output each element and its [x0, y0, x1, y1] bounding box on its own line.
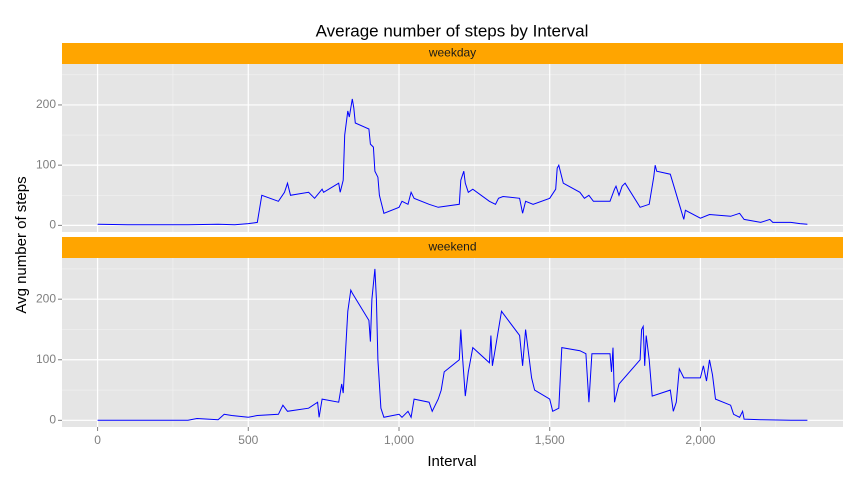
x-axis-label: Interval: [427, 453, 476, 470]
facet-label: weekend: [427, 240, 476, 254]
facet-label: weekday: [428, 46, 476, 60]
x-tick-label: 1,000: [384, 433, 414, 447]
facet-strip: [62, 237, 843, 258]
y-axis-label: Avg number of steps: [13, 176, 30, 313]
x-tick-label: 2,000: [685, 433, 715, 447]
y-tick-label: 100: [36, 157, 56, 171]
x-tick-label: 0: [94, 433, 101, 447]
chart-title: Average number of steps by Interval: [316, 21, 589, 40]
data-line: [97, 98, 808, 226]
y-tick-label: 200: [36, 291, 56, 305]
y-tick-label: 100: [36, 352, 56, 366]
data-line: [97, 268, 808, 421]
y-tick-label: 0: [49, 218, 56, 232]
panel: [62, 64, 843, 232]
y-tick-label: 0: [49, 413, 56, 427]
y-tick-label: 200: [36, 97, 56, 111]
panel: [62, 258, 843, 427]
facet-strip: [62, 43, 843, 64]
x-tick-label: 1,500: [535, 433, 565, 447]
x-tick-label: 500: [238, 433, 258, 447]
